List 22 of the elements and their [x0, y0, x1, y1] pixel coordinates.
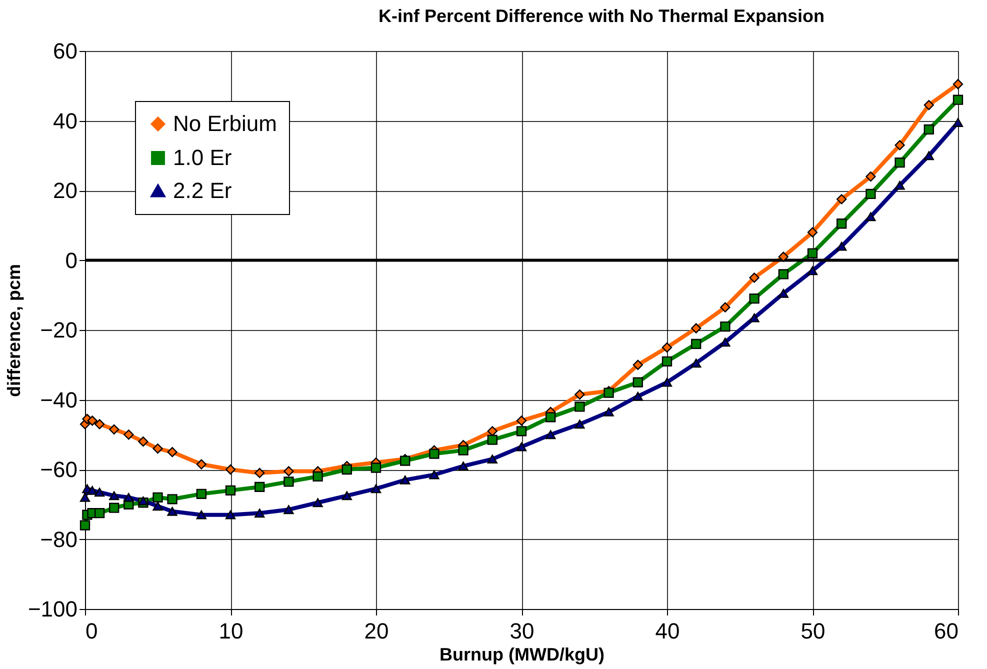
chart-title: K-inf Percent Difference with No Thermal Expansion: [378, 6, 825, 26]
y-tick-label: 20: [53, 178, 78, 203]
x-tick-label: 50: [800, 618, 826, 644]
y-tick-label: 0: [65, 248, 78, 273]
y-tick-label: −60: [40, 457, 78, 482]
x-tick-label: 0: [86, 618, 98, 644]
x-tick-label: 40: [655, 618, 680, 644]
y-tick-label: −100: [28, 596, 78, 622]
x-tick-label: 10: [218, 618, 244, 644]
y-tick-label: −20: [40, 318, 78, 342]
x-axis-title: Burnup (MWD/kgU): [440, 644, 604, 664]
x-tick-label: 30: [510, 618, 534, 644]
y-tick-label: −40: [40, 387, 78, 412]
legend-label: 1.0 Er: [173, 145, 232, 170]
legend-label: 2.2 Er: [173, 178, 232, 203]
y-tick-label: 60: [53, 38, 78, 64]
y-axis-title: difference, pcm: [4, 264, 24, 398]
x-tick-label: 60: [934, 618, 958, 644]
y-tick-label: −80: [40, 526, 78, 552]
legend-label: No Erbium: [173, 111, 277, 136]
x-tick-label: 20: [364, 618, 389, 644]
y-tick-label: 40: [53, 108, 78, 134]
